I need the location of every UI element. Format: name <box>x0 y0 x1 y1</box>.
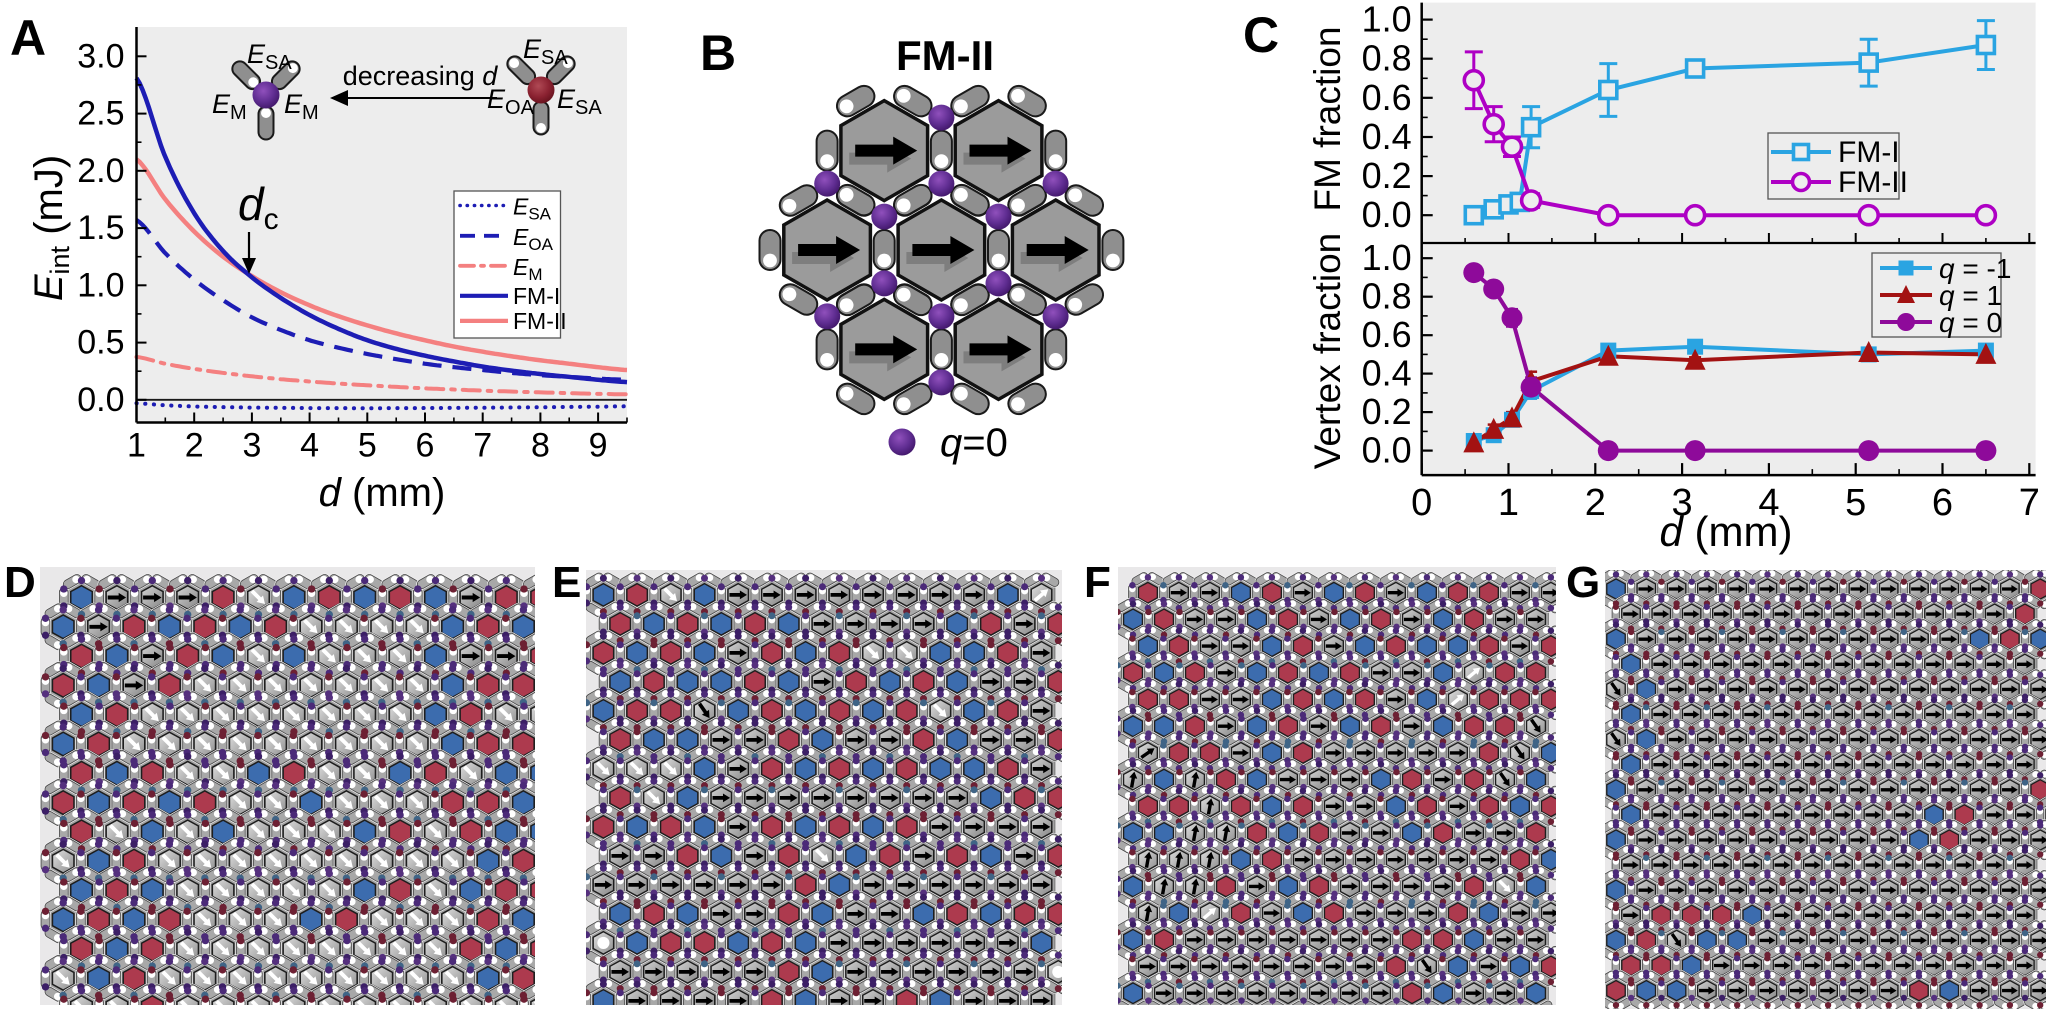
svg-text:0.0: 0.0 <box>77 381 124 419</box>
svg-text:3: 3 <box>242 427 261 465</box>
svg-text:0.0: 0.0 <box>1362 430 1412 471</box>
svg-text:6: 6 <box>1932 482 1953 524</box>
svg-text:FM-II: FM-II <box>896 32 994 79</box>
svg-text:1.0: 1.0 <box>77 266 124 304</box>
svg-text:q = 1: q = 1 <box>1939 280 2002 311</box>
svg-text:2.0: 2.0 <box>77 152 124 190</box>
svg-text:1.5: 1.5 <box>77 209 124 247</box>
svg-text:EM: EM <box>212 89 247 124</box>
svg-text:1.0: 1.0 <box>1362 0 1412 40</box>
svg-text:0.6: 0.6 <box>1362 77 1412 118</box>
svg-text:ESA: ESA <box>523 34 568 69</box>
svg-text:FM-I: FM-I <box>1838 136 1900 169</box>
svg-text:1: 1 <box>1498 482 1519 524</box>
svg-text:A: A <box>10 10 46 66</box>
svg-text:d (mm): d (mm) <box>319 471 446 515</box>
svg-text:0.2: 0.2 <box>1362 391 1412 432</box>
svg-text:3: 3 <box>1672 482 1693 524</box>
svg-text:ESA: ESA <box>557 84 602 119</box>
svg-text:Vertex fraction: Vertex fraction <box>1307 233 1348 470</box>
svg-text:4: 4 <box>1758 482 1779 524</box>
svg-text:3.0: 3.0 <box>77 37 124 75</box>
svg-text:d (mm): d (mm) <box>1660 508 1793 555</box>
svg-text:0.4: 0.4 <box>1362 116 1412 157</box>
svg-text:EM: EM <box>284 89 319 124</box>
svg-text:1.0: 1.0 <box>1362 237 1412 278</box>
svg-text:6: 6 <box>416 427 435 465</box>
svg-text:5: 5 <box>358 427 377 465</box>
svg-text:8: 8 <box>531 427 550 465</box>
svg-text:FM-II: FM-II <box>1838 166 1908 199</box>
svg-text:2: 2 <box>185 427 204 465</box>
svg-text:7: 7 <box>473 427 492 465</box>
svg-text:FM-I: FM-I <box>513 283 560 309</box>
svg-text:q = 0: q = 0 <box>1939 307 2002 338</box>
svg-text:0.4: 0.4 <box>1362 353 1412 394</box>
svg-text:EM: EM <box>513 254 543 284</box>
svg-text:q = -1: q = -1 <box>1939 253 2011 284</box>
svg-text:ESA: ESA <box>513 194 552 224</box>
svg-text:q=0: q=0 <box>940 421 1008 465</box>
svg-text:1: 1 <box>127 427 146 465</box>
svg-text:0.6: 0.6 <box>1362 314 1412 355</box>
svg-text:0.8: 0.8 <box>1362 276 1412 317</box>
svg-text:7: 7 <box>2019 482 2040 524</box>
svg-text:2: 2 <box>1585 482 1606 524</box>
svg-text:E: E <box>552 558 581 607</box>
svg-text:5: 5 <box>1845 482 1866 524</box>
svg-text:2.5: 2.5 <box>77 95 124 133</box>
svg-text:0.8: 0.8 <box>1362 38 1412 79</box>
svg-text:D: D <box>4 558 36 607</box>
svg-text:EOA: EOA <box>513 224 554 254</box>
svg-text:C: C <box>1243 7 1279 63</box>
svg-text:B: B <box>700 25 736 81</box>
svg-text:0: 0 <box>1411 482 1432 524</box>
svg-text:ESA: ESA <box>247 39 292 74</box>
svg-text:4: 4 <box>300 427 319 465</box>
svg-text:0.2: 0.2 <box>1362 155 1412 196</box>
svg-text:0.0: 0.0 <box>1362 194 1412 235</box>
svg-text:F: F <box>1084 558 1111 607</box>
svg-text:FM fraction: FM fraction <box>1307 26 1348 211</box>
svg-text:FM-II: FM-II <box>513 308 567 334</box>
svg-text:0.5: 0.5 <box>77 324 124 362</box>
svg-text:9: 9 <box>589 427 608 465</box>
svg-text:Eint (mJ): Eint (mJ) <box>27 155 75 301</box>
svg-text:decreasing d: decreasing d <box>343 61 499 91</box>
svg-text:G: G <box>1566 558 1600 607</box>
